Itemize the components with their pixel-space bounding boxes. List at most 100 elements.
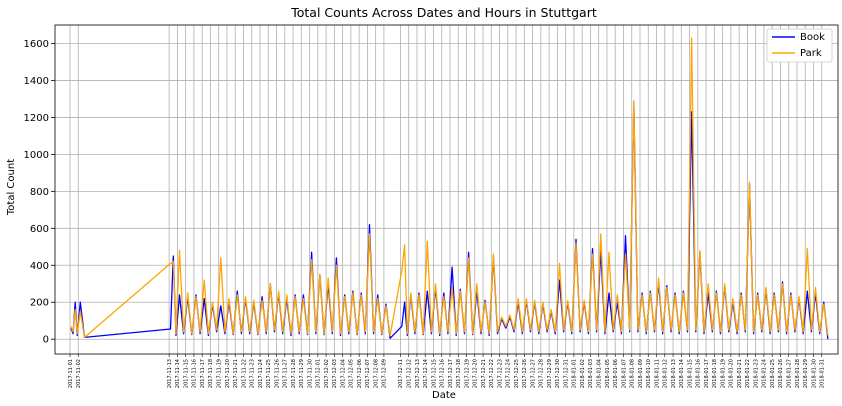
x-tick-label: 2017-12-09 bbox=[382, 359, 388, 388]
x-tick-label: 2017-12-15 bbox=[431, 359, 437, 388]
legend: Book Park bbox=[766, 28, 833, 63]
x-tick-label: 2018-01-05 bbox=[605, 359, 611, 388]
x-tick-label: 2018-01-06 bbox=[613, 359, 619, 388]
x-tick-label: 2018-01-15 bbox=[687, 359, 693, 388]
x-tick-label: 2018-01-08 bbox=[630, 359, 636, 388]
x-tick-label: 2017-12-31 bbox=[563, 359, 569, 388]
x-axis-label: Date bbox=[432, 390, 456, 401]
x-tick-label: 2017-11-01 bbox=[68, 359, 74, 388]
x-tick-label: 2018-01-12 bbox=[663, 359, 669, 388]
y-axis-label: Total Count bbox=[6, 159, 17, 216]
x-tick-label: 2018-01-28 bbox=[795, 359, 801, 388]
x-tick-label: 2017-12-22 bbox=[489, 359, 495, 388]
x-tick-label: 2018-01-14 bbox=[679, 359, 685, 388]
x-tick-label: 2017-11-16 bbox=[192, 359, 198, 388]
x-tick-label: 2017-12-06 bbox=[357, 359, 363, 388]
x-tick-label: 2018-01-07 bbox=[621, 359, 627, 388]
series-layer bbox=[70, 37, 829, 340]
x-tick-label: 2017-11-18 bbox=[208, 359, 214, 388]
x-tick-label: 2018-01-10 bbox=[646, 359, 652, 388]
x-tick-label: 2017-12-01 bbox=[316, 359, 322, 388]
x-tick-label: 2017-12-03 bbox=[332, 359, 338, 388]
y-tick-label: 0 bbox=[43, 335, 49, 346]
x-tick-label: 2017-11-24 bbox=[258, 359, 264, 388]
x-tick-label: 2017-12-29 bbox=[547, 359, 553, 388]
y-tick-label: 1200 bbox=[24, 113, 49, 124]
x-tick-label: 2017-11-02 bbox=[76, 359, 82, 388]
y-tick-label: 400 bbox=[30, 261, 49, 272]
y-tick-label: 200 bbox=[30, 298, 49, 309]
x-tick-label: 2018-01-21 bbox=[737, 359, 743, 388]
x-tick-label: 2017-12-23 bbox=[497, 359, 503, 388]
x-tick-label: 2017-12-14 bbox=[423, 359, 429, 388]
x-axis-ticks: 2017-11-01 2017-11-02 2017-11-13 2017-11-14… bbox=[68, 354, 826, 388]
y-tick-label: 800 bbox=[30, 187, 49, 198]
legend-label-book: Book bbox=[800, 32, 825, 43]
x-tick-label: 2018-01-27 bbox=[786, 359, 792, 388]
y-tick-label: 1400 bbox=[24, 76, 49, 87]
x-tick-label: 2018-01-24 bbox=[762, 359, 768, 388]
x-tick-label: 2018-01-16 bbox=[696, 359, 702, 388]
x-tick-label: 2017-12-11 bbox=[398, 359, 404, 388]
x-tick-label: 2017-12-08 bbox=[373, 359, 379, 388]
x-tick-label: 2017-11-29 bbox=[299, 359, 305, 388]
x-tick-label: 2017-12-04 bbox=[340, 359, 346, 388]
x-tick-label: 2018-01-22 bbox=[745, 359, 751, 388]
x-tick-label: 2017-11-30 bbox=[307, 359, 313, 388]
x-tick-label: 2018-01-25 bbox=[770, 359, 776, 388]
x-tick-label: 2017-11-28 bbox=[291, 359, 297, 388]
y-tick-label: 1600 bbox=[24, 39, 49, 50]
x-tick-label: 2017-11-15 bbox=[183, 359, 189, 388]
x-tick-label: 2017-11-13 bbox=[167, 359, 173, 388]
x-tick-label: 2017-11-17 bbox=[200, 359, 206, 388]
x-tick-label: 2017-12-25 bbox=[514, 359, 520, 388]
series-line-park bbox=[70, 37, 829, 339]
x-tick-label: 2017-12-28 bbox=[539, 359, 545, 388]
x-tick-label: 2017-11-23 bbox=[250, 359, 256, 388]
x-tick-label: 2017-12-05 bbox=[349, 359, 355, 388]
x-tick-label: 2018-01-01 bbox=[572, 359, 578, 388]
y-tick-label: 1000 bbox=[24, 150, 49, 161]
x-tick-label: 2017-11-22 bbox=[241, 359, 247, 388]
x-tick-label: 2018-01-30 bbox=[811, 359, 817, 388]
x-tick-label: 2017-12-12 bbox=[406, 359, 412, 388]
x-tick-label: 2017-11-19 bbox=[216, 359, 222, 388]
x-tick-label: 2018-01-13 bbox=[671, 359, 677, 388]
x-tick-label: 2017-12-13 bbox=[415, 359, 421, 388]
x-tick-label: 2017-12-18 bbox=[456, 359, 462, 388]
x-tick-label: 2017-12-30 bbox=[555, 359, 561, 388]
x-tick-label: 2018-01-11 bbox=[654, 359, 660, 388]
legend-label-park: Park bbox=[800, 48, 822, 59]
y-tick-label: 600 bbox=[30, 224, 49, 235]
x-tick-label: 2018-01-31 bbox=[820, 359, 826, 388]
x-tick-label: 2017-11-14 bbox=[175, 359, 181, 388]
x-tick-label: 2017-12-19 bbox=[464, 359, 470, 388]
x-tick-label: 2017-11-25 bbox=[266, 359, 272, 388]
plot-area-frame bbox=[54, 24, 839, 355]
x-tick-label: 2017-12-07 bbox=[365, 359, 371, 388]
x-tick-label: 2017-11-27 bbox=[283, 359, 289, 388]
x-tick-label: 2017-11-21 bbox=[233, 359, 239, 388]
x-tick-label: 2017-11-20 bbox=[225, 359, 231, 388]
x-tick-label: 2017-12-21 bbox=[481, 359, 487, 388]
x-tick-label: 2018-01-17 bbox=[704, 359, 710, 388]
x-tick-label: 2018-01-04 bbox=[596, 359, 602, 388]
x-tick-label: 2018-01-19 bbox=[720, 359, 726, 388]
x-tick-label: 2018-01-26 bbox=[778, 359, 784, 388]
x-tick-label: 2017-12-27 bbox=[530, 359, 536, 388]
x-tick-label: 2018-01-09 bbox=[638, 359, 644, 388]
x-tick-label: 2018-01-29 bbox=[803, 359, 809, 388]
y-axis-ticks: 0 200 400 600 800 1000 1200 1400 1600 bbox=[24, 39, 55, 346]
x-tick-label: 2017-12-20 bbox=[473, 359, 479, 388]
x-tick-label: 2018-01-02 bbox=[580, 359, 586, 388]
x-tick-label: 2017-12-02 bbox=[324, 359, 330, 388]
x-tick-label: 2017-12-26 bbox=[522, 359, 528, 388]
x-tick-label: 2017-12-16 bbox=[440, 359, 446, 388]
x-tick-label: 2017-11-26 bbox=[274, 359, 280, 388]
chart-title: Total Counts Across Dates and Hours in S… bbox=[290, 5, 597, 20]
x-tick-label: 2018-01-20 bbox=[729, 359, 735, 388]
x-tick-label: 2018-01-23 bbox=[753, 359, 759, 388]
x-tick-label: 2018-01-03 bbox=[588, 359, 594, 388]
